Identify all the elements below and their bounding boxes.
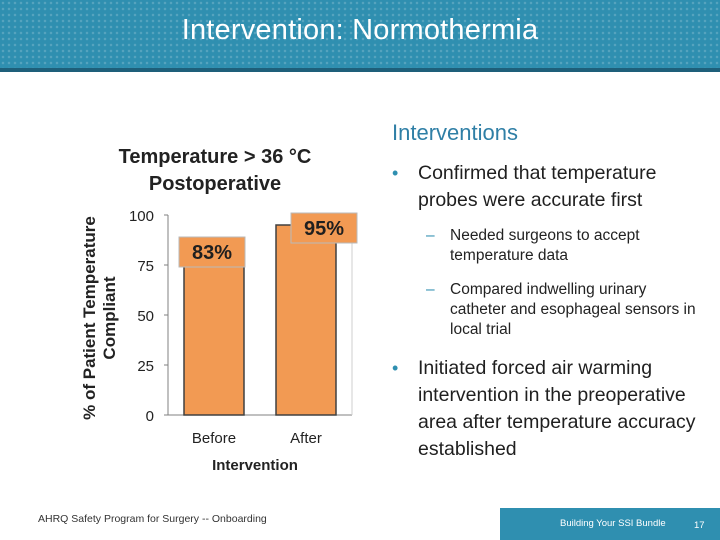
interventions-heading: Interventions [392,120,518,145]
bar-after [275,224,337,416]
chart-title: Temperature > 36 °C Postoperative [118,146,312,195]
data-label: 83% [192,242,232,264]
footer-program-name: AHRQ Safety Program for Surgery -- Onboa… [38,513,267,525]
x-tick-label: Before [192,430,236,447]
sub-bullet-text: Needed surgeons to accept temperature da… [450,227,640,264]
slide-title: Intervention: Normothermia [181,14,539,46]
bullet-marker: • [392,163,399,183]
y-tick-label: 50 [137,308,154,325]
bullet-text: Confirmed that temperature probes were a… [418,162,657,211]
y-tick-label: 75 [137,258,154,275]
bullet-text: Initiated forced air warming interventio… [418,357,696,460]
sub-bullet-sensors: – Compared indwelling urinary catheter a… [426,280,706,340]
data-label-box [290,212,358,244]
sub-bullet-text: Compared indwelling urinary catheter and… [450,281,696,338]
chart-x-axis-label: Intervention [212,457,298,474]
footer-bundle-text: Building Your SSI Bundle [560,518,666,529]
y-tick-label: 25 [137,358,154,375]
dash-marker: – [426,227,435,244]
footer-bar [500,508,720,540]
header-divider [0,68,720,72]
sub-bullet-surgeons: – Needed surgeons to accept temperature … [426,226,706,266]
bullet-forced-air-warming: • Initiated forced air warming intervent… [392,355,702,463]
x-tick-label: After [290,430,322,447]
data-label: 95% [304,218,344,240]
y-tick-label: 100 [129,208,154,225]
bullet-confirmed-probes: • Confirmed that temperature probes were… [392,160,702,214]
y-tick-label: 0 [146,408,154,425]
data-label-box [178,236,246,268]
dash-marker: – [426,281,435,298]
bar-before [183,248,245,416]
header-band [0,0,720,68]
bar-chart: 0 25 50 75 100 83% Before 95% After [129,208,358,447]
page-number: 17 [694,520,705,531]
bullet-marker: • [392,358,399,378]
